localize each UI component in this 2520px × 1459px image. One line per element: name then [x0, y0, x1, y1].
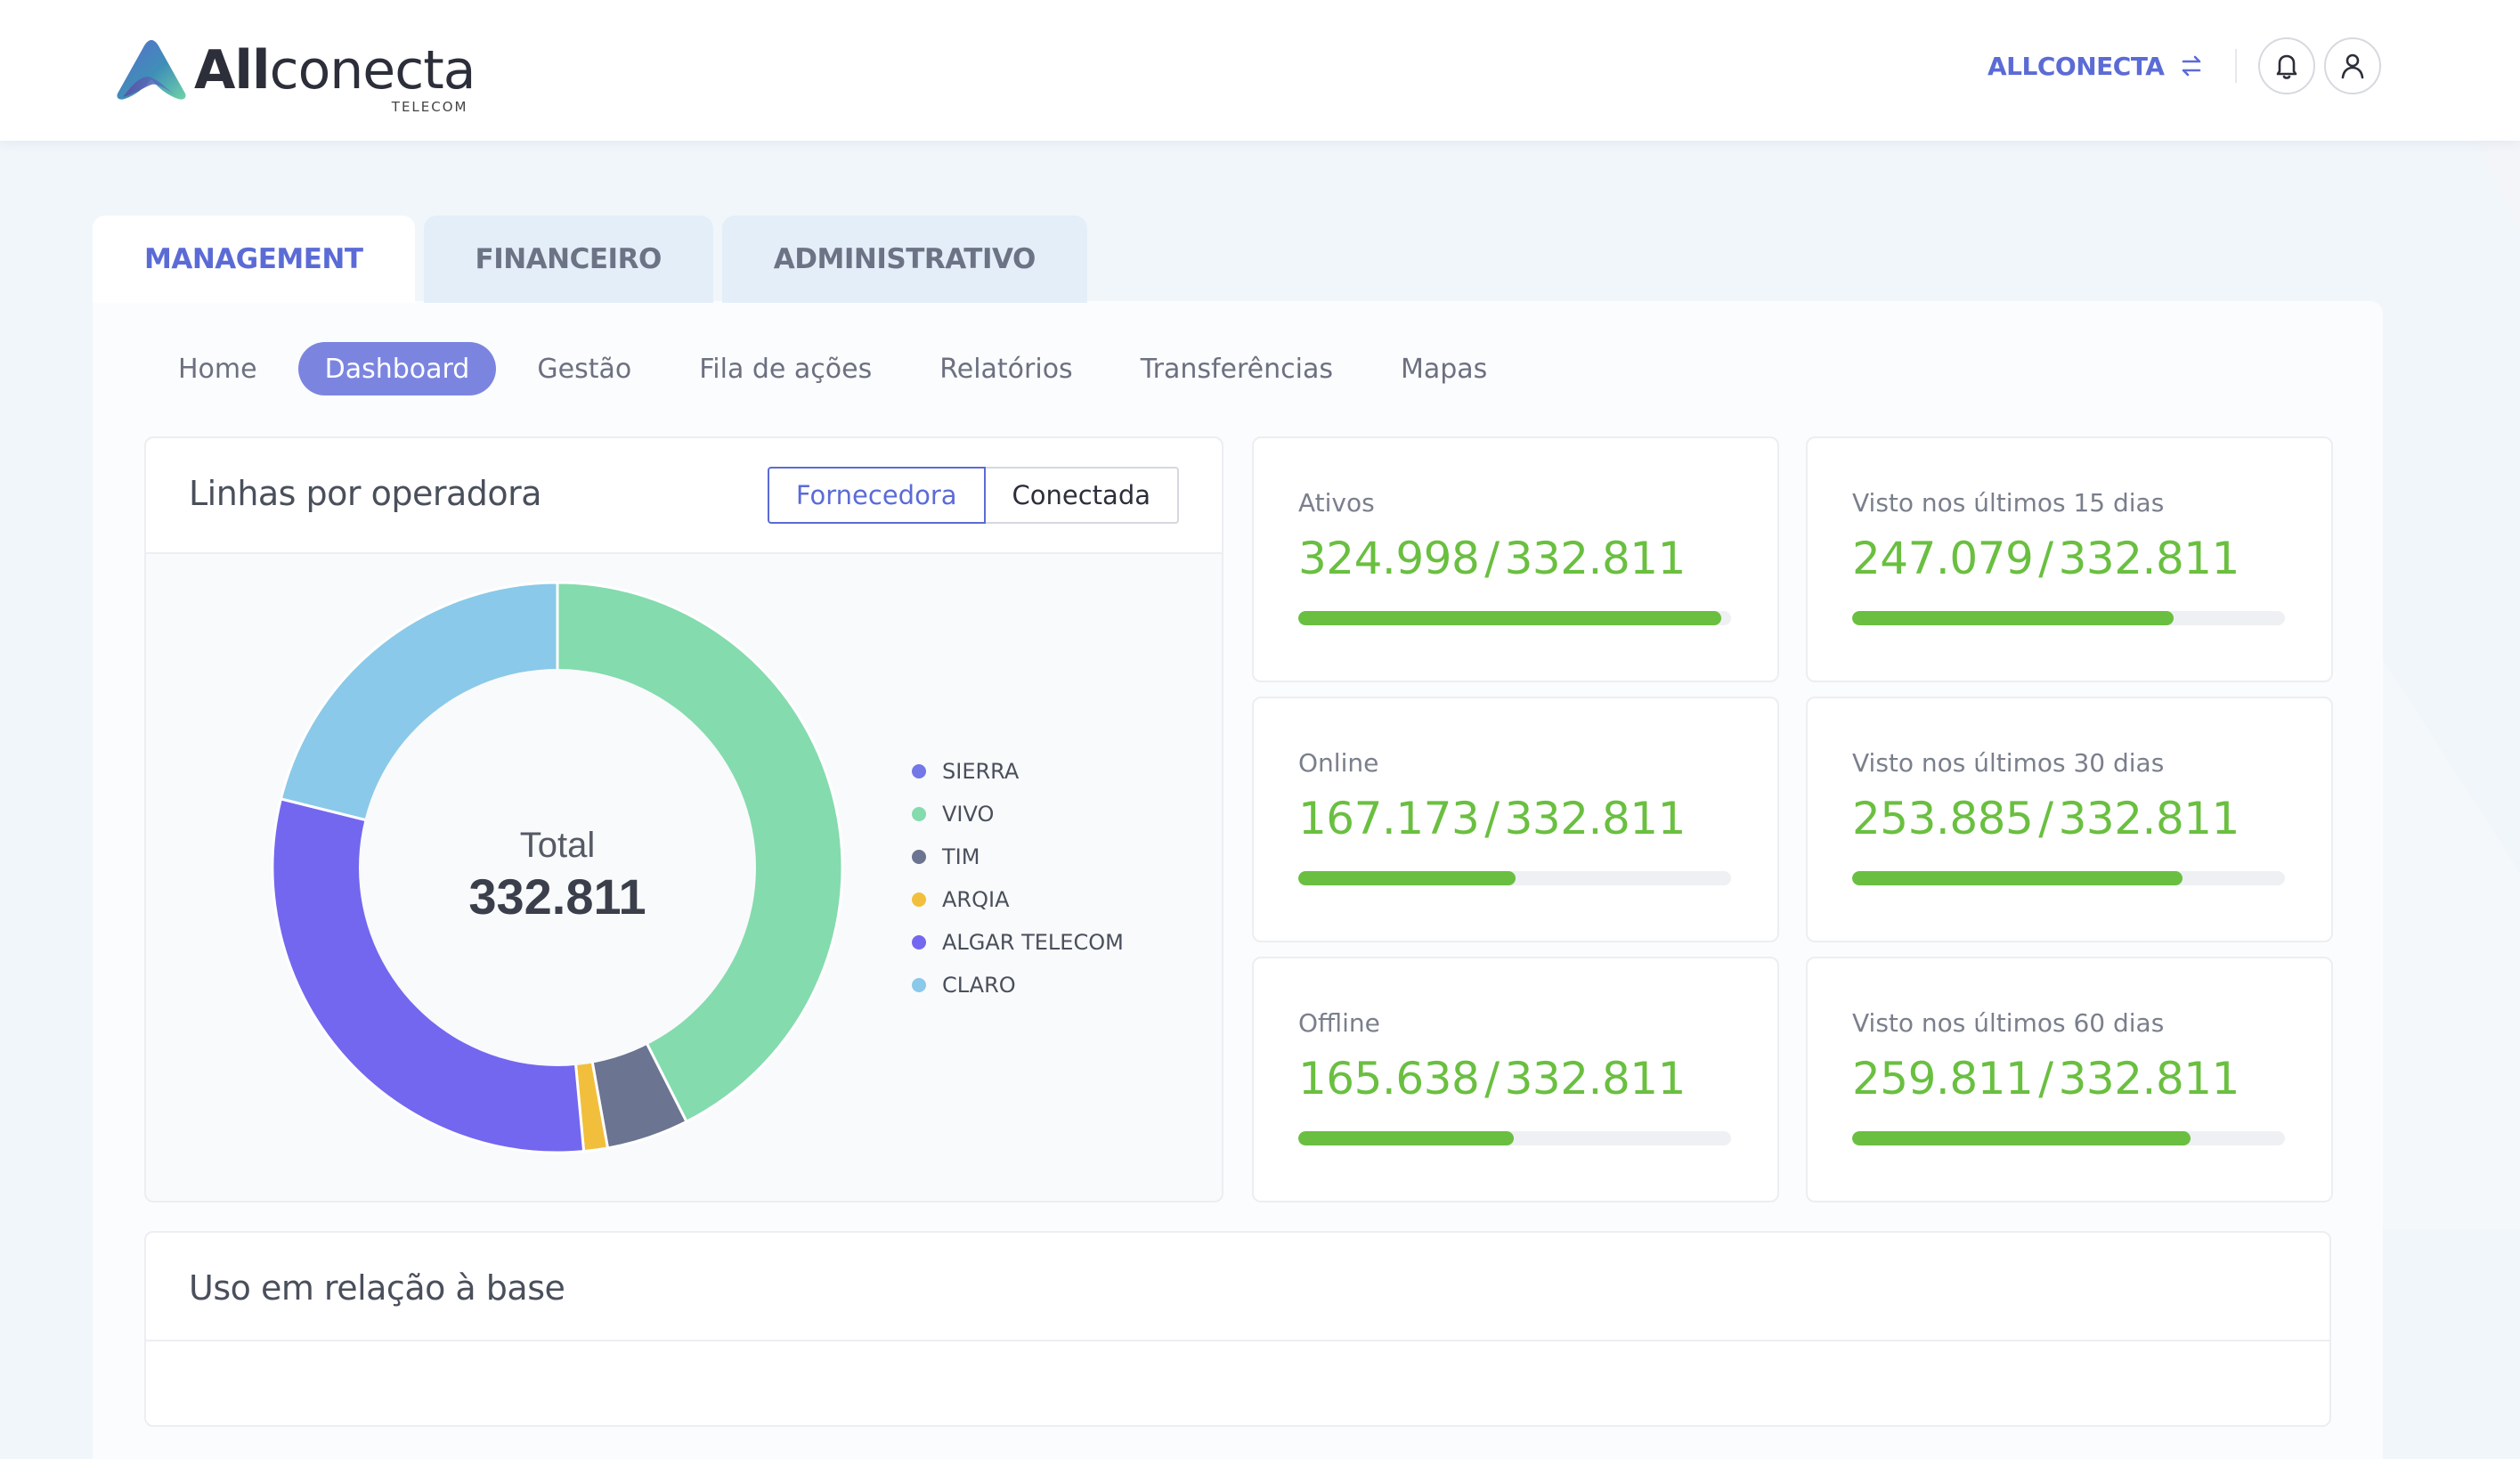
stat-label: Online — [1298, 748, 1379, 778]
logo-rest-text: conecta — [269, 39, 476, 102]
base-usage-title: Uso em relação à base — [189, 1268, 565, 1308]
base-usage-card: Uso em relação à base — [144, 1231, 2331, 1427]
stat-card-seen-15-days: Visto nos últimos 15 dias 247.079/332.81… — [1806, 436, 2333, 682]
legend-item-arqia[interactable]: ARQIA — [912, 878, 1124, 921]
legend-dot — [912, 764, 926, 778]
operator-donut-chart: Total 332.811 — [271, 581, 844, 1154]
stat-card-online: Online 167.173/332.811 — [1252, 697, 1779, 942]
user-icon — [2341, 53, 2364, 79]
logo-mark-icon — [117, 40, 186, 100]
progress-fill — [1298, 1131, 1515, 1145]
toggle-conectada[interactable]: Conectada — [985, 467, 1179, 524]
tab-financeiro[interactable]: FINANCEIRO — [423, 216, 713, 303]
stat-value: 247.079/332.811 — [1852, 533, 2240, 584]
subnav-transferencias[interactable]: Transferências — [1140, 353, 1333, 385]
stat-card-offline: Offline 165.638/332.811 — [1252, 957, 1779, 1202]
operator-toggle: Fornecedora Conectada — [767, 467, 1179, 524]
progress-bar — [1298, 1131, 1731, 1145]
subnav-home[interactable]: Home — [178, 353, 257, 385]
legend-dot — [912, 935, 926, 950]
operator-card-title: Linhas por operadora — [189, 474, 542, 513]
tab-administrativo[interactable]: ADMINISTRATIVO — [721, 216, 1087, 303]
stat-value: 167.173/332.811 — [1298, 793, 1686, 844]
progress-bar — [1852, 871, 2285, 885]
progress-bar — [1298, 871, 1731, 885]
donut-hole — [359, 669, 756, 1066]
notifications-button[interactable] — [2258, 37, 2315, 94]
stat-value: 324.998/332.811 — [1298, 533, 1686, 584]
progress-bar — [1298, 611, 1731, 625]
legend-item-tim[interactable]: TIM — [912, 835, 1124, 878]
subnav-mapas[interactable]: Mapas — [1400, 353, 1488, 385]
stat-card-seen-30-days: Visto nos últimos 30 dias 253.885/332.81… — [1806, 697, 2333, 942]
donut-center-label: Total — [520, 826, 596, 865]
company-switcher[interactable]: ALLCONECTA — [1988, 46, 2205, 86]
subnav-dashboard[interactable]: Dashboard — [297, 342, 497, 395]
legend-dot — [912, 978, 926, 992]
legend-item-sierra[interactable]: SIERRA — [912, 750, 1124, 793]
stat-card-ativos: Ativos 324.998/332.811 — [1252, 436, 1779, 682]
progress-fill — [1852, 611, 2174, 625]
logo-subtitle: TELECOM — [391, 99, 468, 115]
user-menu-button[interactable] — [2324, 37, 2381, 94]
bell-icon — [2276, 54, 2297, 79]
base-usage-header: Uso em relação à base — [146, 1233, 2329, 1341]
header-divider — [2235, 49, 2237, 83]
stat-value: 253.885/332.811 — [1852, 793, 2240, 844]
donut-center-value: 332.811 — [468, 868, 646, 925]
toggle-fornecedora[interactable]: Fornecedora — [767, 467, 986, 524]
progress-fill — [1298, 611, 1721, 625]
legend-label: CLARO — [942, 973, 1016, 998]
stat-label: Visto nos últimos 15 dias — [1852, 488, 2165, 518]
legend-item-algar-telecom[interactable]: ALGAR TELECOM — [912, 921, 1124, 964]
legend-label: ARQIA — [942, 887, 1010, 912]
progress-fill — [1852, 871, 2183, 885]
legend-dot — [912, 893, 926, 907]
allconecta-logo[interactable]: Allconecta TELECOM — [116, 30, 476, 115]
progress-fill — [1298, 871, 1516, 885]
stat-label: Visto nos últimos 30 dias — [1852, 748, 2165, 778]
progress-fill — [1852, 1131, 2191, 1145]
subnav-relatorios[interactable]: Relatórios — [939, 353, 1073, 385]
stat-label: Visto nos últimos 60 dias — [1852, 1008, 2165, 1038]
chart-legend: SIERRA VIVO TIM ARQIA ALGAR TELECOM CLAR… — [912, 750, 1124, 1007]
legend-dot — [912, 850, 926, 864]
stat-value: 165.638/332.811 — [1298, 1053, 1686, 1104]
subnav-gestao[interactable]: Gestão — [537, 353, 632, 385]
operator-lines-card: Linhas por operadora Fornecedora Conecta… — [144, 436, 1223, 1202]
sub-navigation: Home Dashboard Gestão Fila de ações Rela… — [151, 342, 1528, 395]
operator-card-header: Linhas por operadora Fornecedora Conecta… — [146, 438, 1222, 554]
progress-bar — [1852, 1131, 2285, 1145]
logo-bold-text: All — [194, 39, 271, 102]
tab-management[interactable]: MANAGEMENT — [93, 216, 415, 303]
legend-label: SIERRA — [942, 759, 1020, 784]
legend-label: TIM — [942, 844, 980, 869]
legend-dot — [912, 807, 926, 821]
stat-label: Ativos — [1298, 488, 1375, 518]
progress-bar — [1852, 611, 2285, 625]
stat-value: 259.811/332.811 — [1852, 1053, 2240, 1104]
subnav-fila-de-acoes[interactable]: Fila de ações — [699, 353, 873, 385]
stat-card-seen-60-days: Visto nos últimos 60 dias 259.811/332.81… — [1806, 957, 2333, 1202]
swap-arrows-icon — [2183, 55, 2201, 77]
legend-item-vivo[interactable]: VIVO — [912, 793, 1124, 835]
legend-item-claro[interactable]: CLARO — [912, 964, 1124, 1007]
legend-label: ALGAR TELECOM — [942, 930, 1124, 955]
company-name: ALLCONECTA — [1988, 51, 2165, 81]
stat-label: Offline — [1298, 1008, 1380, 1038]
legend-label: VIVO — [942, 802, 995, 827]
main-tabs: MANAGEMENT FINANCEIRO ADMINISTRATIVO — [93, 216, 1087, 303]
top-bar: Allconecta TELECOM ALLCONECTA — [0, 0, 2520, 141]
